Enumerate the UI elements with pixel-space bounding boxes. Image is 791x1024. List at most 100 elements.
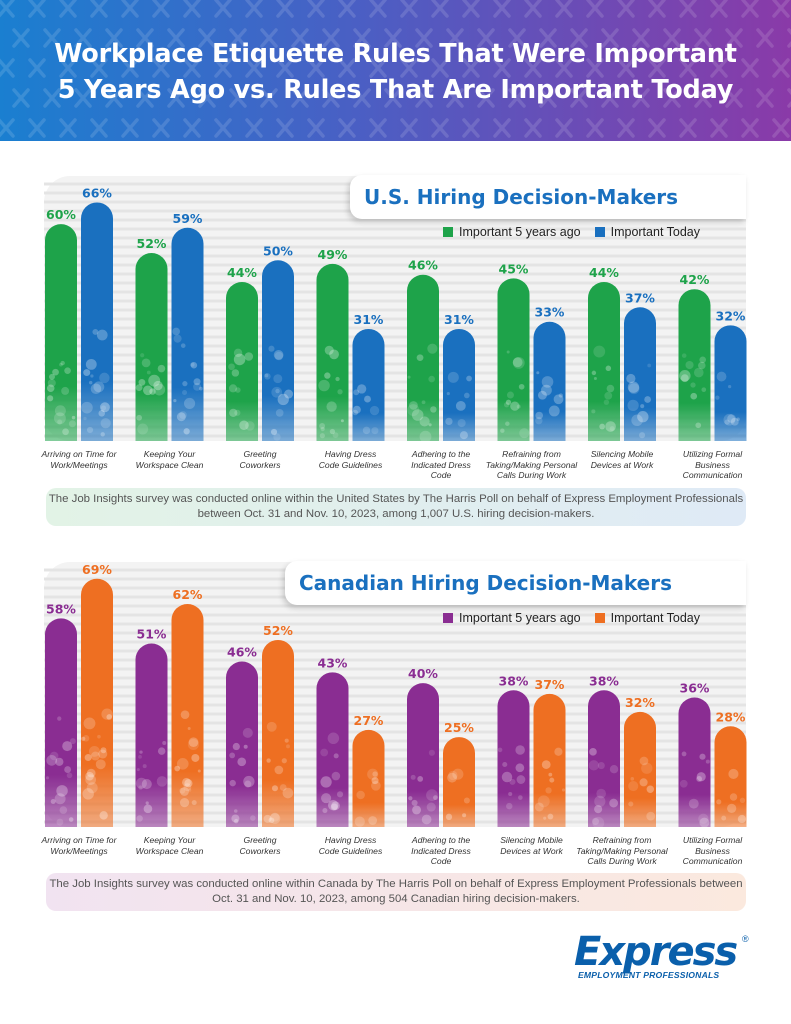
header-x-pattern-icon <box>121 118 139 138</box>
header-x-pattern-icon <box>214 58 232 78</box>
header-x-pattern-icon <box>152 118 170 138</box>
us-bar-bubbles-0-7 <box>679 353 707 429</box>
header-x-pattern-icon <box>446 28 464 48</box>
ca-category-label-2-line-0: Greeting <box>243 835 277 845</box>
ca-value-label-today-2: 52% <box>263 623 293 638</box>
ca-category-label-1: Keeping Your Workspace Clean <box>123 835 217 856</box>
us-category-label-4: Adhering to the Indicated Dress Code <box>394 449 488 481</box>
header-x-pattern-icon <box>353 28 371 48</box>
ca-category-label-0-line-0: Arriving on Time for <box>41 835 117 845</box>
us-value-label-today-7: 32% <box>716 308 746 323</box>
ca-category-label-4-line-2: Code <box>430 856 452 866</box>
header-x-pattern-icon <box>74 28 92 48</box>
ca-bar-past-0 <box>45 618 77 827</box>
us-value-label-past-2: 44% <box>227 265 257 280</box>
header-x-pattern-icon <box>586 0 604 18</box>
header-x-pattern-icon <box>74 88 92 108</box>
x-pattern-background <box>0 0 791 138</box>
us-category-label-4-line-0: Adhering to the <box>411 449 471 459</box>
us-legend-label-past: Important 5 years ago <box>459 225 581 239</box>
ca-value-label-today-7: 28% <box>716 709 746 724</box>
us-bar-bubbles-1-0 <box>81 328 111 437</box>
us-category-label-3-line-1: Code Guidelines <box>318 459 383 470</box>
header-x-pattern-icon <box>353 88 371 108</box>
header-x-pattern-icon <box>617 118 635 138</box>
header-x-pattern-icon <box>539 88 557 108</box>
header-x-pattern-icon <box>617 58 635 78</box>
header-x-pattern-icon <box>648 118 666 138</box>
ca-bar-bubbles-1-3 <box>354 768 381 827</box>
header-x-pattern-icon <box>28 118 46 138</box>
ca-bar-bubbles-1-5 <box>534 747 566 820</box>
ca-bar-today-1 <box>171 603 204 827</box>
header-x-pattern-icon <box>400 58 418 78</box>
ca-category-label-5-line-0: Silencing Mobile <box>500 835 563 845</box>
ca-category-label-7: Utilizing Formal Business Communication <box>666 835 760 867</box>
header-x-pattern-icon <box>694 28 712 48</box>
us-bar-today-2 <box>262 260 294 441</box>
us-bar-bubbles-0-4 <box>407 343 438 443</box>
header-x-pattern-icon <box>632 28 650 48</box>
ca-legend-item-today: Important Today <box>594 611 700 625</box>
ca-category-label-2: Greeting Coworkers <box>213 835 307 856</box>
us-bar-past-6 <box>588 281 620 441</box>
header-x-pattern-icon <box>183 58 201 78</box>
header-x-pattern-icon <box>772 118 790 138</box>
us-bar-bubbles-0-2 <box>228 348 255 431</box>
header-x-pattern-icon <box>90 118 108 138</box>
header-x-pattern-icon <box>710 0 728 18</box>
ca-survey-note: The Job Insights survey was conducted on… <box>46 873 746 911</box>
us-category-label-2-line-0: Greeting <box>243 449 277 459</box>
us-bar-today-6 <box>624 307 656 441</box>
ca-category-label-7-line-2: Communication <box>682 856 743 866</box>
ca-category-label-5-line-1: Devices at Work <box>500 845 563 856</box>
ca-legend-swatch-past <box>443 613 453 623</box>
ca-category-label-6: Refraining from Taking/Making Personal Cal… <box>575 835 669 867</box>
header-x-pattern-icon <box>710 118 728 138</box>
us-bar-today-5 <box>533 321 566 441</box>
us-category-label-0-line-0: Arriving on Time for <box>41 449 117 459</box>
us-legend-swatch-past <box>443 227 453 237</box>
header-x-pattern-icon <box>167 28 185 48</box>
us-bar-past-3 <box>316 263 349 441</box>
us-value-label-past-5: 45% <box>499 261 529 276</box>
header-x-pattern-icon <box>183 118 201 138</box>
ca-category-label-6-line-1: Taking/Making Personal <box>576 845 668 856</box>
us-category-label-1: Keeping Your Workspace Clean <box>123 449 217 470</box>
ca-bar-bubbles-0-4 <box>408 749 438 825</box>
us-category-label-2: Greeting Coworkers <box>213 449 307 470</box>
header-x-pattern-icon <box>679 58 697 78</box>
us-survey-note: The Job Insights survey was conducted on… <box>46 488 746 526</box>
header-x-pattern-icon <box>648 0 666 18</box>
header-x-pattern-icon <box>198 28 216 48</box>
us-value-label-today-1: 59% <box>173 211 203 226</box>
ca-value-label-today-4: 25% <box>444 720 474 735</box>
header-x-pattern-icon <box>679 118 697 138</box>
header-x-pattern-icon <box>741 118 759 138</box>
header-x-pattern-icon <box>384 28 402 48</box>
us-bar-bubbles-1-7 <box>715 371 740 426</box>
us-bar-today-1 <box>171 227 204 441</box>
us-value-label-today-0: 66% <box>82 185 112 200</box>
ca-value-label-past-4: 40% <box>408 666 438 681</box>
us-category-label-6-line-1: Devices at Work <box>590 459 654 470</box>
header-x-pattern-icon <box>28 0 46 18</box>
header-x-pattern-icon <box>136 88 154 108</box>
ca-value-label-past-1: 51% <box>137 627 167 642</box>
ca-bar-today-0 <box>81 578 113 827</box>
ca-chart-title: Canadian Hiring Decision-Makers <box>285 561 746 605</box>
header-x-pattern-icon <box>586 118 604 138</box>
ca-bar-past-5 <box>497 690 530 827</box>
header-x-pattern-icon <box>43 88 61 108</box>
ca-category-label-1-line-0: Keeping Your <box>143 835 196 845</box>
header-x-pattern-icon <box>725 88 743 108</box>
header-x-pattern-icon <box>369 0 387 18</box>
ca-bar-bubbles-1-7 <box>716 768 746 824</box>
us-bar-bubbles-0-5 <box>500 350 530 439</box>
header-x-pattern-icon <box>307 0 325 18</box>
header-x-pattern-icon <box>121 58 139 78</box>
header-x-pattern-icon <box>121 0 139 18</box>
us-bar-today-0 <box>81 202 113 441</box>
header-x-pattern-icon <box>59 58 77 78</box>
us-category-label-6-line-0: Silencing Mobile <box>590 449 654 459</box>
